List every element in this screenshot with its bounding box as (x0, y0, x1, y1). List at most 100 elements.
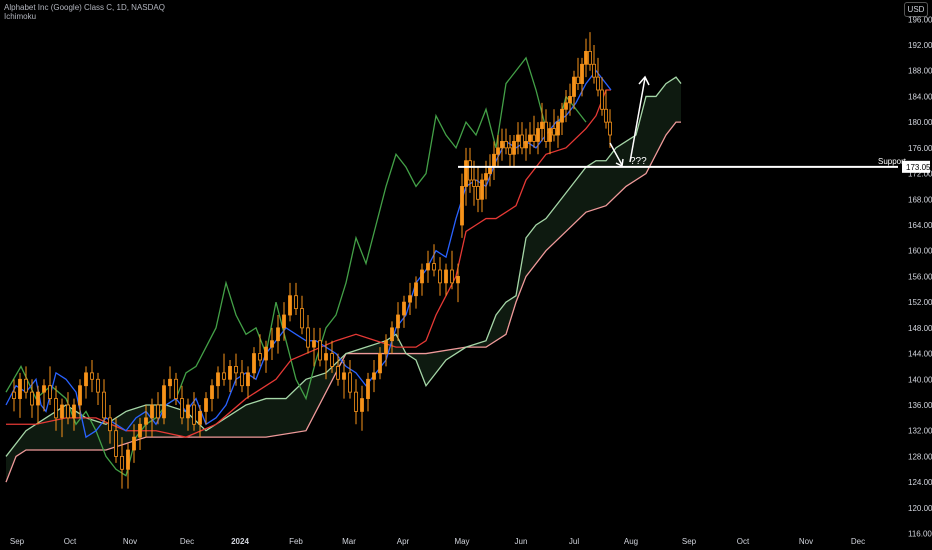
currency-button[interactable]: USD (904, 2, 928, 17)
indicator-label[interactable]: Ichimoku (4, 12, 37, 21)
cloud-fill (6, 77, 681, 483)
price-tick: 136.00 (908, 401, 932, 410)
candle (90, 360, 94, 393)
candle (66, 392, 70, 425)
candle (246, 366, 250, 399)
candle (588, 32, 592, 71)
candle (36, 385, 40, 425)
candle (426, 250, 430, 283)
candle (336, 353, 340, 386)
price-tick: 196.00 (908, 15, 932, 24)
candle (492, 141, 496, 180)
user-drawings: Support ??? (458, 75, 907, 168)
price-tick: 124.00 (908, 478, 932, 487)
candle (162, 379, 166, 425)
candle (42, 379, 46, 412)
candle (476, 167, 480, 213)
candle (544, 109, 548, 148)
candle (488, 154, 492, 187)
candle (174, 372, 178, 405)
lagging-line (5, 56, 587, 477)
candle (228, 360, 232, 393)
candle (240, 360, 244, 393)
question-annotation: ??? (630, 156, 647, 167)
price-tick: 128.00 (908, 452, 932, 461)
time-tick: Nov (123, 537, 137, 546)
candle (372, 360, 376, 393)
time-tick: Sep (682, 537, 697, 546)
candle (48, 366, 52, 405)
candle (234, 353, 238, 386)
candle (324, 340, 328, 380)
candle (330, 340, 334, 373)
candle (72, 398, 76, 431)
candle (18, 372, 22, 418)
candle (402, 295, 406, 328)
candle (84, 366, 88, 399)
candle (312, 327, 316, 367)
time-tick: Nov (799, 537, 813, 546)
indicator-lines (5, 56, 682, 483)
price-tick: 164.00 (908, 221, 932, 230)
candle (156, 392, 160, 425)
symbol-title[interactable]: Alphabet Inc (Google) Class C, 1D, NASDA… (4, 3, 165, 12)
price-tick: 188.00 (908, 67, 932, 76)
time-tick: Jun (515, 537, 528, 546)
candle (432, 244, 436, 277)
svg-text:173.05: 173.05 (906, 163, 931, 172)
candle (204, 392, 208, 425)
price-tick: 132.00 (908, 427, 932, 436)
time-tick: 2024 (231, 537, 249, 546)
down-arrowhead (615, 158, 624, 168)
candle (504, 128, 508, 155)
time-tick: Jul (569, 537, 579, 546)
candle (264, 340, 268, 373)
candle (198, 405, 202, 438)
candle (120, 437, 124, 489)
time-axis[interactable]: Sep Oct Nov Dec 2024 Feb Mar Apr May Jun Jul Aug Sep… (10, 537, 865, 546)
candle (54, 385, 58, 431)
price-tick: 176.00 (908, 144, 932, 153)
support-label: Support (878, 157, 907, 166)
candle (496, 135, 500, 168)
candle (580, 57, 584, 97)
candle (24, 366, 28, 399)
candle (294, 282, 298, 315)
candle (460, 173, 464, 238)
candle (276, 315, 280, 354)
candle (138, 417, 142, 450)
candle (500, 128, 504, 161)
candle (348, 360, 352, 399)
candle (548, 122, 552, 155)
candle (508, 135, 512, 168)
candle (438, 257, 442, 296)
candle (408, 282, 412, 315)
candle (468, 147, 472, 193)
candle (464, 147, 468, 206)
candle (596, 57, 600, 97)
price-tick: 140.00 (908, 375, 932, 384)
down-arrow (609, 142, 623, 166)
candle (102, 379, 106, 425)
time-tick: Aug (624, 537, 638, 546)
candle (552, 109, 556, 142)
candle (608, 109, 612, 148)
candle (584, 38, 588, 78)
candle (354, 379, 358, 425)
candle (126, 443, 130, 489)
price-axis[interactable]: 196.00 192.00 188.00 184.00 180.00 176.00 172.… (908, 15, 932, 538)
candle (342, 360, 346, 399)
candle (414, 276, 418, 309)
candle (560, 102, 564, 135)
time-tick: Dec (851, 537, 865, 546)
candle (96, 372, 100, 405)
candle (168, 366, 172, 399)
candle (282, 302, 286, 341)
candle (532, 115, 536, 148)
time-tick: May (454, 537, 469, 546)
price-tick: 160.00 (908, 247, 932, 256)
up-arrow (629, 77, 646, 163)
candle (600, 77, 604, 116)
price-tick: 148.00 (908, 324, 932, 333)
